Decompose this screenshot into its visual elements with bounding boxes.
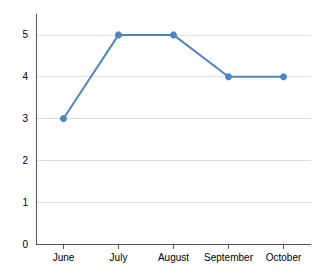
svg-text:5: 5 (22, 29, 28, 40)
svg-text:September: September (204, 252, 254, 263)
svg-text:June: June (53, 252, 75, 263)
svg-text:1: 1 (22, 197, 28, 208)
svg-text:August: August (158, 252, 189, 263)
svg-text:4: 4 (22, 71, 28, 82)
svg-text:2: 2 (22, 155, 28, 166)
svg-text:July: July (110, 252, 128, 263)
svg-text:3: 3 (22, 113, 28, 124)
svg-text:October: October (266, 252, 302, 263)
svg-text:0: 0 (22, 239, 28, 250)
